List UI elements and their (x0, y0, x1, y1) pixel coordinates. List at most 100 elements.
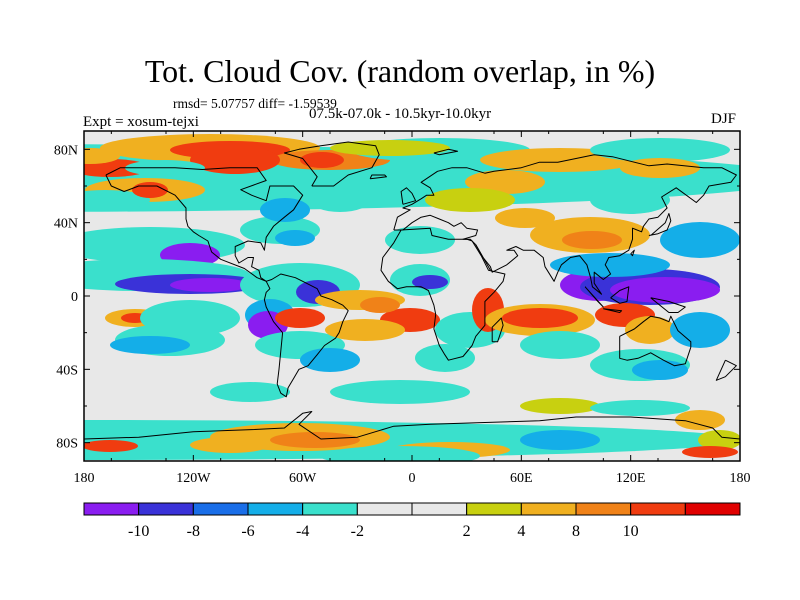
coastline (619, 315, 692, 367)
contour-region (270, 432, 360, 448)
contour-region (412, 275, 448, 289)
contour-region (210, 382, 290, 402)
contour-region (698, 430, 740, 450)
colorbar-swatch (247, 502, 304, 516)
contour-region (84, 190, 150, 210)
contour-region (275, 308, 325, 328)
coastline (584, 286, 604, 308)
coastline (715, 359, 737, 381)
map-title: Tot. Cloud Cov. (random overlap, in %) (144, 53, 656, 89)
contour-region (300, 152, 344, 168)
x-tick-label: 60W (289, 471, 317, 486)
colorbar-swatch (302, 502, 358, 516)
colorbar-swatch (411, 502, 468, 516)
colorbar-swatch (630, 502, 686, 516)
contour-region (300, 348, 360, 372)
x-axis: 180 120W 60W 0 60E 120E 180 (74, 131, 751, 486)
x-tick-label: 120E (616, 471, 646, 486)
coastline (105, 167, 304, 282)
colorbar-label: 4 (517, 523, 525, 540)
coastline (380, 227, 506, 361)
contour-region (620, 158, 700, 178)
contour-region (670, 312, 730, 348)
x-tick-label: 180 (74, 471, 95, 486)
contour-region (110, 336, 190, 354)
y-tick-label: 80N (54, 143, 78, 158)
contour-region (330, 380, 470, 404)
contour-region (325, 319, 405, 341)
colorbar-swatch (575, 502, 632, 516)
x-tick-label: 120W (176, 471, 211, 486)
contour-region (465, 170, 545, 194)
y-axis: 80N 40N 0 40S 80S (54, 143, 740, 452)
colorbar-label: 10 (623, 523, 639, 540)
colorbar-label: 2 (463, 523, 471, 540)
cloud-cover-field (84, 134, 740, 461)
contour-region (385, 226, 455, 254)
y-tick-label: 0 (71, 290, 78, 305)
colorbar-swatch (83, 502, 140, 516)
contour-region (190, 437, 270, 453)
coastline (263, 273, 349, 398)
colorbar-swatch (684, 502, 741, 516)
coastline (648, 213, 672, 236)
season-label: DJF (711, 111, 737, 127)
colorbar-swatch (356, 502, 413, 516)
coastline (650, 297, 686, 313)
colorbar-label: -6 (241, 523, 254, 540)
x-tick-label: 60E (510, 471, 533, 486)
contour-region (632, 360, 688, 380)
contour-region (550, 253, 670, 277)
contour-region (170, 278, 250, 292)
coastline (610, 286, 630, 304)
colorbar-label: -10 (128, 523, 149, 540)
x-tick-label: 180 (730, 471, 751, 486)
colorbar-label: -4 (296, 523, 309, 540)
colorbar-label: -2 (351, 523, 364, 540)
coastline (491, 317, 504, 343)
period-label: 07.5k-07.0k - 10.5kyr-10.0kyr (309, 106, 492, 122)
coastline (400, 187, 417, 205)
coastlines (84, 141, 740, 440)
colorbar-label: -8 (187, 523, 200, 540)
colorbar-swatch (192, 502, 249, 516)
contour-region (562, 231, 622, 249)
contour-region (190, 146, 280, 174)
contour-region (425, 188, 515, 212)
contour-region (590, 400, 690, 416)
contour-region (320, 446, 480, 461)
coastline (603, 308, 623, 313)
colorbar-swatch (520, 502, 577, 516)
colorbar-swatch (138, 502, 194, 516)
colorbar-label: 8 (572, 523, 580, 540)
coastline (630, 249, 635, 257)
contour-region (682, 446, 738, 458)
contour-region (660, 222, 740, 258)
experiment-label: Expt = xosum-tejxi (83, 114, 199, 130)
contour-region (590, 138, 730, 162)
contour-region (675, 410, 725, 430)
y-tick-label: 80S (56, 437, 78, 452)
contour-region (610, 277, 720, 303)
contour-region (310, 188, 370, 212)
coastline (475, 244, 491, 271)
y-tick-label: 40N (54, 217, 78, 232)
y-tick-label: 40S (56, 363, 78, 378)
stats-text: rmsd= 5.07757 diff= -1.59539 (173, 96, 337, 111)
contour-region (275, 230, 315, 246)
contour-region (520, 430, 600, 450)
contour-region (502, 308, 578, 328)
contour-region (84, 440, 138, 452)
colorbar: -10 -8 -6 -4 -2 2 4 8 10 (83, 502, 741, 540)
x-tick-label: 0 (409, 471, 416, 486)
contour-region (495, 208, 555, 228)
coastline (84, 411, 740, 440)
contour-region (84, 148, 120, 164)
contour-region (520, 398, 600, 414)
contour-region (625, 316, 675, 344)
contour-region (260, 198, 310, 222)
coastline (369, 174, 387, 180)
coastline (433, 148, 459, 156)
contour-region (590, 186, 670, 214)
